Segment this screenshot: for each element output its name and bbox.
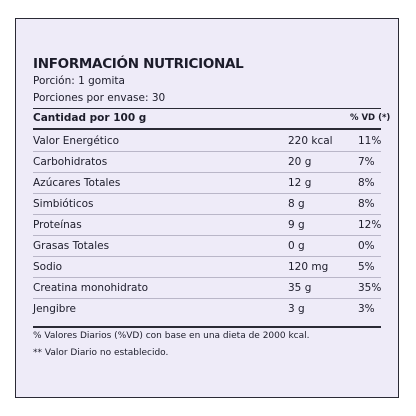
daily-value: 7% bbox=[358, 156, 375, 168]
nutrient-name: Proteínas bbox=[33, 219, 82, 231]
amount: 9 g bbox=[288, 219, 305, 231]
nutrient-name: Valor Energético bbox=[33, 135, 120, 147]
daily-value: 35% bbox=[358, 282, 382, 294]
column-header: % VD (*) bbox=[350, 113, 391, 123]
column-header: Cantidad por 100 g bbox=[33, 112, 147, 124]
daily-value: 8% bbox=[358, 198, 375, 210]
divider bbox=[33, 151, 381, 152]
divider bbox=[33, 326, 381, 328]
amount: 20 g bbox=[288, 156, 312, 168]
title: INFORMACIÓN NUTRICIONAL bbox=[33, 56, 244, 72]
divider bbox=[33, 108, 381, 109]
nutrient-name: Creatina monohidrato bbox=[33, 282, 149, 294]
amount: 35 g bbox=[288, 282, 312, 294]
amount: 120 mg bbox=[288, 261, 329, 273]
daily-value: 5% bbox=[358, 261, 375, 273]
divider bbox=[33, 214, 381, 215]
footnote: % Valores Diarios (%VD) con base en una … bbox=[33, 331, 310, 341]
amount: 12 g bbox=[288, 177, 312, 189]
nutrient-name: Sodio bbox=[33, 261, 63, 273]
divider bbox=[33, 172, 381, 173]
daily-value: 11% bbox=[358, 135, 382, 147]
servings: Porciones por envase: 30 bbox=[33, 92, 166, 104]
serving: Porción: 1 gomita bbox=[33, 75, 125, 87]
nutrient-name: Azúcares Totales bbox=[33, 177, 121, 189]
footnote: ** Valor Diario no establecido. bbox=[33, 348, 169, 358]
amount: 3 g bbox=[288, 303, 305, 315]
daily-value: 12% bbox=[358, 219, 382, 231]
divider bbox=[33, 277, 381, 278]
daily-value: 8% bbox=[358, 177, 375, 189]
daily-value: 3% bbox=[358, 303, 375, 315]
amount: 0 g bbox=[288, 240, 305, 252]
amount: 220 kcal bbox=[288, 135, 333, 147]
amount: 8 g bbox=[288, 198, 305, 210]
nutrient-name: Carbohidratos bbox=[33, 156, 108, 168]
divider bbox=[33, 298, 381, 299]
nutrient-name: Grasas Totales bbox=[33, 240, 110, 252]
daily-value: 0% bbox=[358, 240, 375, 252]
nutrient-name: Jengibre bbox=[33, 303, 77, 315]
divider bbox=[33, 235, 381, 236]
nutrition-panel: INFORMACIÓN NUTRICIONAL Porción: 1 gomit… bbox=[15, 18, 399, 398]
nutrient-name: Simbióticos bbox=[33, 198, 94, 210]
divider bbox=[33, 193, 381, 194]
divider bbox=[33, 128, 381, 130]
divider bbox=[33, 256, 381, 257]
